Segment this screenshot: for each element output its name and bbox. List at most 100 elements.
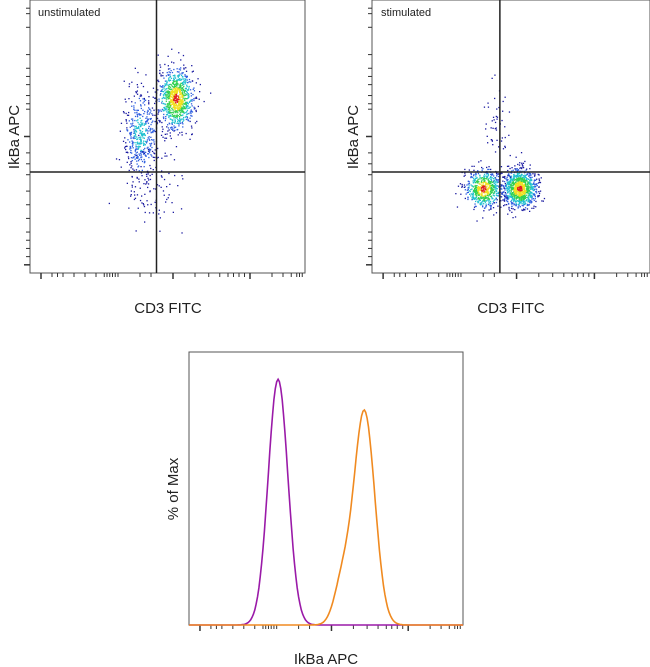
- data-point: [507, 175, 509, 177]
- data-point: [516, 168, 518, 170]
- data-point: [161, 89, 163, 91]
- data-point: [487, 197, 490, 199]
- data-point: [169, 97, 171, 100]
- data-point: [485, 203, 487, 205]
- data-point: [172, 75, 174, 77]
- data-point: [148, 100, 150, 102]
- data-point: [515, 176, 517, 178]
- data-point: [147, 148, 150, 150]
- data-point: [175, 97, 177, 99]
- data-point: [474, 194, 476, 196]
- data-point: [497, 191, 500, 193]
- data-point: [183, 67, 185, 69]
- data-point: [165, 118, 167, 120]
- data-point: [156, 117, 159, 120]
- data-point: [159, 120, 161, 122]
- data-point: [150, 144, 152, 146]
- data-point: [186, 93, 188, 95]
- data-point: [488, 209, 490, 211]
- data-point: [140, 138, 142, 140]
- data-point: [168, 77, 170, 79]
- data-point: [486, 135, 488, 137]
- data-point: [143, 158, 145, 161]
- data-point: [179, 106, 182, 108]
- data-point: [491, 177, 493, 179]
- data-point: [125, 120, 127, 122]
- data-point: [181, 122, 183, 124]
- data-point: [495, 183, 497, 185]
- data-point: [480, 180, 483, 182]
- data-point: [166, 71, 168, 74]
- data-point: [175, 91, 178, 93]
- data-point: [147, 110, 149, 112]
- data-point: [491, 140, 493, 142]
- data-point: [173, 90, 176, 92]
- data-point: [143, 143, 145, 146]
- data-point: [180, 122, 182, 124]
- data-point: [506, 204, 508, 206]
- data-point: [166, 113, 168, 116]
- data-point: [149, 145, 152, 147]
- data-point: [171, 123, 173, 125]
- data-point: [520, 190, 522, 192]
- data-point: [193, 108, 195, 110]
- data-point: [135, 146, 137, 148]
- data-point: [169, 135, 171, 137]
- data-point: [474, 186, 476, 188]
- data-point: [472, 192, 474, 195]
- data-point: [126, 129, 128, 131]
- data-point: [493, 191, 496, 193]
- data-point: [459, 183, 462, 185]
- data-point: [509, 192, 511, 194]
- data-point: [170, 94, 172, 96]
- data-point: [175, 105, 177, 107]
- data-point: [479, 189, 481, 191]
- data-point: [515, 184, 517, 186]
- data-point: [172, 121, 174, 123]
- data-point: [130, 157, 133, 159]
- data-point: [149, 112, 151, 114]
- data-point: [166, 186, 168, 188]
- data-point: [186, 117, 189, 119]
- data-point: [178, 123, 180, 125]
- data-point: [508, 197, 510, 199]
- data-point: [132, 141, 134, 143]
- data-point: [183, 94, 185, 96]
- data-point: [184, 74, 186, 76]
- data-point: [523, 179, 525, 181]
- data-point: [177, 96, 180, 98]
- data-point: [143, 204, 145, 206]
- data-point: [177, 134, 179, 136]
- data-point: [153, 152, 155, 154]
- data-point: [478, 191, 480, 193]
- data-point: [140, 149, 142, 151]
- data-point: [486, 188, 488, 190]
- data-point: [138, 165, 140, 167]
- data-point: [130, 161, 132, 163]
- data-point: [143, 140, 145, 142]
- data-point: [528, 193, 531, 195]
- data-point: [496, 175, 498, 177]
- data-point: [502, 176, 505, 178]
- histogram-series-1: [189, 377, 463, 626]
- data-point: [522, 167, 525, 169]
- data-point: [165, 100, 167, 102]
- data-point: [478, 193, 480, 195]
- data-point: [504, 145, 506, 147]
- data-point: [515, 197, 517, 199]
- data-point: [175, 110, 177, 112]
- data-point: [163, 106, 166, 109]
- data-point: [518, 186, 521, 188]
- data-point: [141, 195, 143, 197]
- data-point: [505, 197, 507, 199]
- data-point: [479, 183, 481, 185]
- data-point: [177, 102, 180, 104]
- data-point: [131, 165, 133, 167]
- data-point: [526, 194, 528, 196]
- data-point: [165, 137, 168, 139]
- data-point: [179, 117, 181, 119]
- data-point: [494, 181, 497, 183]
- data-point: [169, 132, 171, 134]
- data-point: [522, 165, 524, 167]
- data-point: [472, 177, 475, 179]
